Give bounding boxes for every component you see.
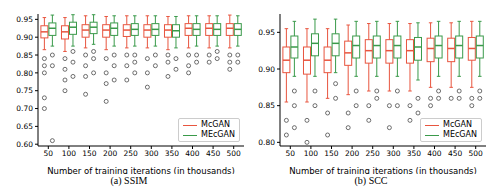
svg-text:50: 50	[44, 149, 54, 158]
svg-text:0.60: 0.60	[16, 140, 33, 149]
svg-text:300: 300	[144, 149, 159, 158]
html-text:MEcGAN: MEcGAN	[443, 130, 477, 139]
svg-text:0.80: 0.80	[258, 138, 275, 147]
svg-text:0.80: 0.80	[16, 69, 33, 78]
html-text:McGAN: McGAN	[443, 120, 472, 129]
svg-text:500: 500	[227, 149, 242, 158]
svg-text:0.85: 0.85	[16, 51, 33, 60]
svg-text:200: 200	[345, 149, 360, 158]
svg-text:0.95: 0.95	[258, 28, 275, 37]
svg-text:0.85: 0.85	[258, 101, 275, 110]
svg-text:400: 400	[185, 149, 200, 158]
svg-text:450: 450	[448, 149, 463, 158]
svg-text:0.90: 0.90	[258, 65, 275, 74]
html-text:McGAN: McGAN	[201, 120, 230, 129]
svg-text:150: 150	[324, 149, 339, 158]
svg-text:Number of training iterations: Number of training iterations (in thousa…	[289, 166, 477, 174]
svg-text:200: 200	[103, 149, 118, 158]
svg-text:Number of training iterations: Number of training iterations (in thousa…	[47, 166, 235, 174]
svg-text:150: 150	[82, 149, 97, 158]
svg-text:350: 350	[407, 149, 422, 158]
svg-text:0.70: 0.70	[16, 104, 33, 113]
svg-text:300: 300	[386, 149, 401, 158]
html-text:MEcGAN: MEcGAN	[201, 130, 235, 139]
svg-text:0.90: 0.90	[16, 33, 33, 42]
svg-text:0.95: 0.95	[16, 15, 33, 24]
svg-text:400: 400	[427, 149, 442, 158]
svg-text:350: 350	[165, 149, 180, 158]
svg-text:100: 100	[304, 149, 319, 158]
svg-text:50: 50	[286, 149, 296, 158]
html-text:(b) SCC: (b) SCC	[354, 175, 388, 186]
html-text:(a) SSIM: (a) SSIM	[110, 175, 148, 186]
svg-text:0.65: 0.65	[16, 122, 33, 131]
svg-text:100: 100	[62, 149, 77, 158]
svg-text:250: 250	[124, 149, 139, 158]
svg-text:500: 500	[469, 149, 484, 158]
svg-text:0.75: 0.75	[16, 86, 33, 95]
svg-text:450: 450	[206, 149, 221, 158]
svg-text:250: 250	[366, 149, 381, 158]
